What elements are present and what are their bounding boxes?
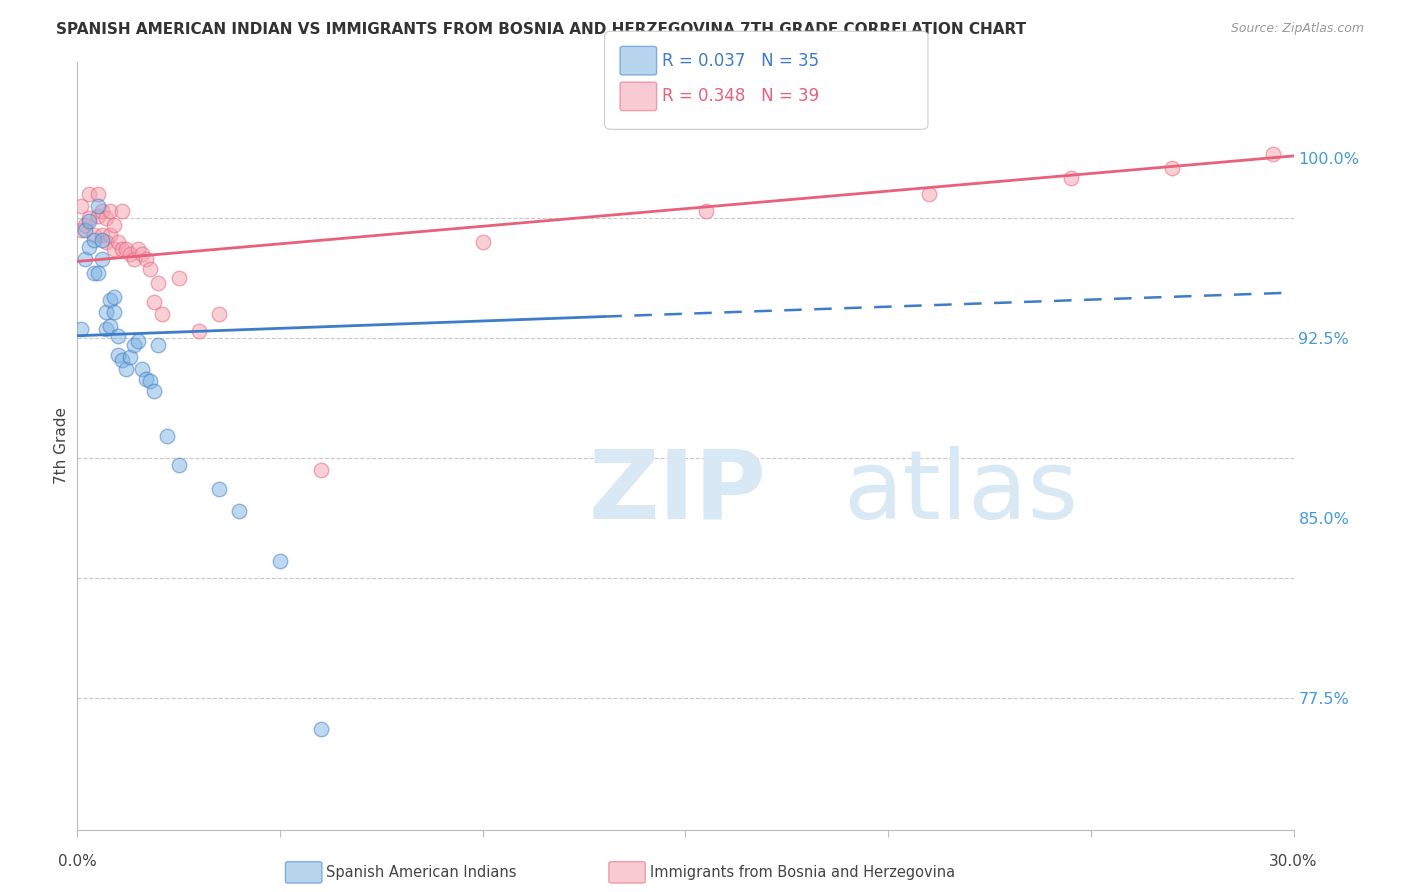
Point — [70, 223, 93, 237]
Point — [75, 223, 97, 237]
Point — [115, 362, 138, 376]
Point — [131, 247, 153, 261]
Point — [79, 211, 101, 226]
Point — [188, 324, 211, 338]
Point — [86, 209, 108, 223]
Text: Source: ZipAtlas.com: Source: ZipAtlas.com — [1230, 22, 1364, 36]
Point — [90, 227, 112, 242]
Point — [269, 554, 291, 568]
Point — [118, 351, 141, 365]
Point — [228, 504, 250, 518]
Point — [122, 338, 145, 352]
Point — [103, 304, 125, 318]
Y-axis label: 7th Grade: 7th Grade — [53, 408, 69, 484]
Point — [94, 304, 117, 318]
Point — [86, 187, 108, 202]
Point — [135, 252, 157, 266]
Text: SPANISH AMERICAN INDIAN VS IMMIGRANTS FROM BOSNIA AND HERZEGOVINA 7TH GRADE CORR: SPANISH AMERICAN INDIAN VS IMMIGRANTS FR… — [56, 22, 1026, 37]
Point — [155, 429, 177, 443]
Point — [83, 233, 105, 247]
Point — [695, 204, 717, 219]
Point — [79, 187, 101, 202]
Point — [131, 362, 153, 376]
Point — [86, 267, 108, 281]
Point — [1263, 146, 1285, 161]
Point — [127, 243, 149, 257]
Point — [167, 271, 190, 285]
Point — [107, 235, 129, 250]
Point — [309, 463, 332, 477]
Text: 0.0%: 0.0% — [58, 854, 97, 869]
Point — [1161, 161, 1184, 175]
Point — [75, 219, 97, 233]
Point — [471, 235, 494, 250]
Point — [83, 267, 105, 281]
Point — [90, 204, 112, 219]
Point — [309, 722, 332, 736]
Text: ZIP: ZIP — [588, 445, 766, 539]
Point — [111, 352, 134, 367]
Text: Immigrants from Bosnia and Herzegovina: Immigrants from Bosnia and Herzegovina — [650, 865, 955, 880]
Text: atlas: atlas — [844, 445, 1078, 539]
Point — [98, 319, 121, 334]
Point — [152, 307, 174, 321]
Point — [918, 187, 941, 202]
Point — [79, 213, 101, 227]
Point — [83, 227, 105, 242]
Point — [70, 199, 93, 213]
Point — [139, 261, 162, 276]
Point — [103, 243, 125, 257]
Point — [86, 199, 108, 213]
Point — [70, 321, 93, 335]
Text: R = 0.348   N = 39: R = 0.348 N = 39 — [662, 87, 820, 105]
Point — [94, 211, 117, 226]
Text: 30.0%: 30.0% — [1270, 854, 1317, 869]
Point — [75, 252, 97, 266]
Point — [122, 252, 145, 266]
Point — [103, 219, 125, 233]
Point — [167, 458, 190, 472]
Point — [118, 247, 141, 261]
Point — [139, 374, 162, 388]
Point — [208, 307, 231, 321]
Point — [94, 235, 117, 250]
Text: Spanish American Indians: Spanish American Indians — [326, 865, 516, 880]
Point — [148, 338, 170, 352]
Point — [135, 372, 157, 386]
Point — [115, 243, 138, 257]
Point — [1059, 170, 1081, 185]
Point — [98, 204, 121, 219]
Point — [98, 227, 121, 242]
Point — [94, 321, 117, 335]
Point — [79, 240, 101, 254]
Point — [111, 204, 134, 219]
Point — [103, 290, 125, 304]
Point — [143, 295, 166, 310]
Point — [143, 384, 166, 398]
Point — [90, 252, 112, 266]
Point — [98, 293, 121, 307]
Point — [148, 276, 170, 290]
Point — [90, 233, 112, 247]
Text: R = 0.037   N = 35: R = 0.037 N = 35 — [662, 52, 820, 70]
Point — [127, 334, 149, 348]
Point — [208, 482, 231, 496]
Point — [107, 328, 129, 343]
Point — [111, 243, 134, 257]
Point — [107, 348, 129, 362]
